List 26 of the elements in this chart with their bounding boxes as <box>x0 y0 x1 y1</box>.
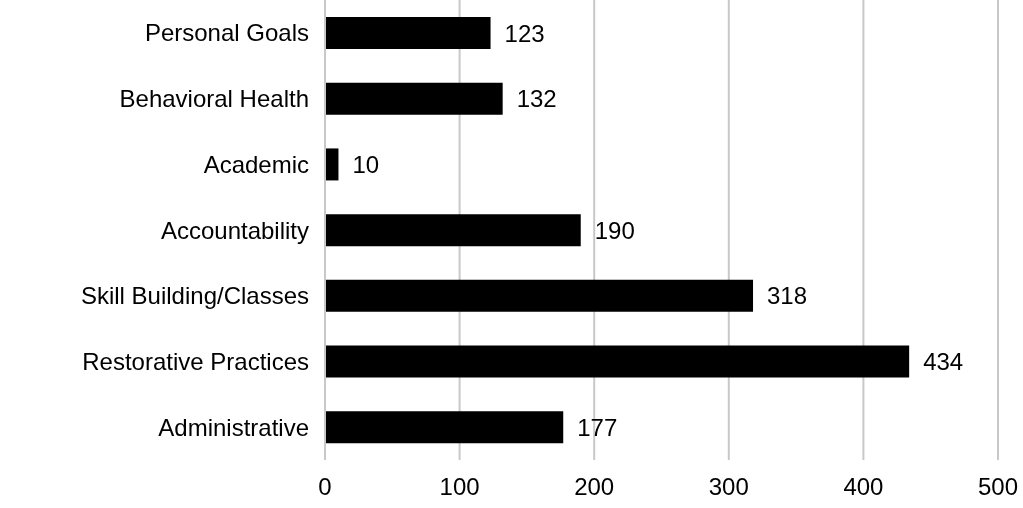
x-tick-label: 100 <box>439 473 480 501</box>
y-tick-label: Administrative <box>158 413 309 441</box>
x-tick-label: 500 <box>977 473 1019 501</box>
bar <box>325 411 564 444</box>
y-tick-label: Restorative Practices <box>82 347 309 375</box>
x-tick-label: 0 <box>318 473 332 501</box>
y-tick-label: Skill Building/Classes <box>80 282 309 310</box>
data-label: 123 <box>504 19 545 47</box>
bar <box>325 279 754 312</box>
data-label: 132 <box>516 85 557 113</box>
y-tick-label: Academic <box>203 150 309 178</box>
x-tick-label: 200 <box>574 473 615 501</box>
data-label: 177 <box>577 413 618 441</box>
data-label: 318 <box>767 282 808 310</box>
x-tick-label: 300 <box>708 473 749 501</box>
y-tick-label: Accountability <box>160 216 309 244</box>
y-tick-label: Behavioral Health <box>119 85 309 113</box>
bar <box>325 17 491 49</box>
bar <box>325 345 910 378</box>
bar <box>325 214 581 247</box>
data-label: 190 <box>594 216 635 244</box>
bar <box>325 82 503 115</box>
y-tick-label: Personal Goals <box>144 19 309 47</box>
data-label: 434 <box>923 348 964 376</box>
data-label: 10 <box>352 150 380 178</box>
x-tick-label: 400 <box>843 473 884 501</box>
